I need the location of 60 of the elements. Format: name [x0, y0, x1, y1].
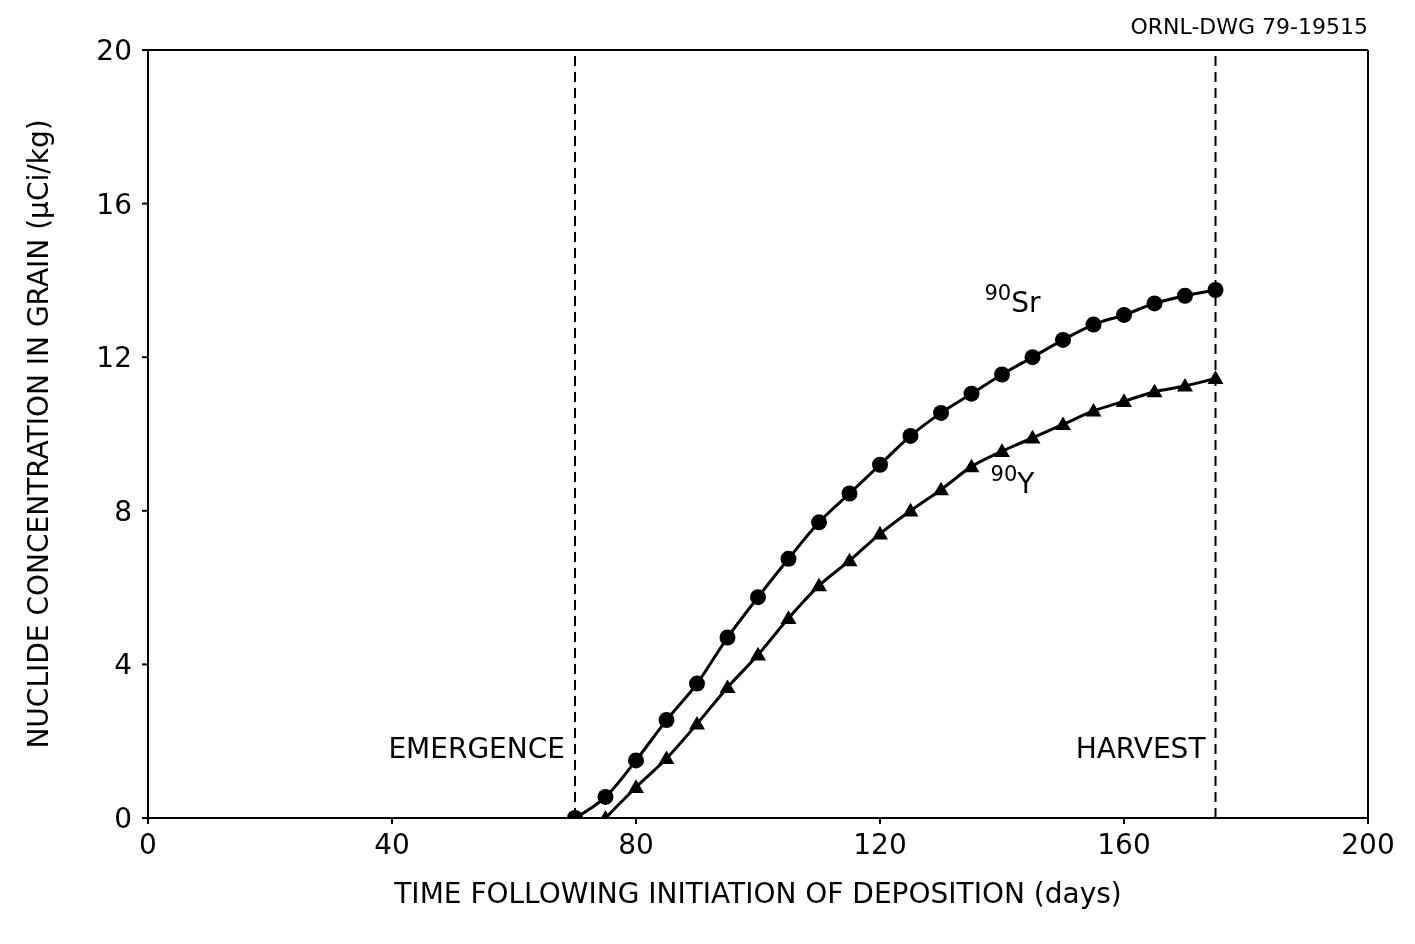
series-label: $^{90}$Sr — [984, 281, 1041, 320]
x-tick-label: 160 — [1097, 827, 1151, 861]
point — [780, 550, 797, 567]
point — [1024, 429, 1041, 444]
point — [902, 502, 919, 517]
ref-line-label: HARVEST — [1075, 732, 1207, 765]
point — [1055, 331, 1071, 348]
series-label: $^{90}$Y — [990, 461, 1036, 500]
x-tick-label: 120 — [853, 827, 907, 861]
y-axis-title: NUCLIDE CONCENTRATION IN GRAIN (μCi/kg) — [21, 119, 55, 749]
point — [750, 646, 766, 661]
point — [597, 788, 614, 805]
point — [872, 525, 888, 540]
point — [719, 679, 736, 694]
point — [1024, 349, 1041, 366]
point — [1116, 306, 1132, 323]
point — [872, 456, 888, 473]
text: ORNL-DWG 79-19515 — [1130, 14, 1368, 39]
point — [1207, 282, 1224, 298]
point — [628, 779, 644, 793]
point — [963, 385, 980, 402]
point — [933, 481, 949, 496]
x-tick-label: 80 — [618, 827, 654, 861]
point — [811, 514, 827, 531]
point — [1146, 383, 1163, 398]
ref-line-label: EMERGENCE — [388, 732, 565, 765]
point — [628, 752, 644, 769]
point — [750, 589, 766, 606]
point — [1055, 416, 1071, 430]
point — [933, 404, 949, 421]
point — [719, 629, 736, 646]
point — [994, 366, 1010, 383]
point — [780, 610, 797, 624]
point — [1085, 316, 1102, 333]
y-tick-label: 4 — [114, 648, 132, 682]
point — [841, 552, 858, 567]
point — [689, 715, 705, 730]
point — [689, 675, 705, 692]
y-tick-label: 20 — [96, 33, 132, 67]
x-tick-label: 200 — [1341, 827, 1395, 861]
x-axis-title: TIME FOLLOWING INITIATION OF DEPOSITION (days) — [393, 877, 1122, 910]
y-tick-label: 8 — [114, 494, 132, 528]
point — [658, 750, 675, 765]
point — [811, 577, 827, 592]
point — [1177, 287, 1193, 304]
point — [1085, 402, 1102, 417]
y-tick-label: 0 — [114, 801, 132, 835]
point — [658, 712, 675, 729]
point — [1146, 295, 1163, 312]
point — [1177, 378, 1193, 392]
y-tick-label: 16 — [96, 187, 132, 221]
point — [994, 443, 1010, 457]
y-tick-label: 12 — [96, 341, 132, 375]
x-tick-label: 40 — [374, 827, 410, 861]
point — [841, 485, 858, 502]
point — [1116, 393, 1132, 407]
x-tick-label: 0 — [139, 827, 157, 861]
point — [963, 458, 980, 473]
point — [902, 427, 919, 444]
point — [1207, 370, 1224, 384]
